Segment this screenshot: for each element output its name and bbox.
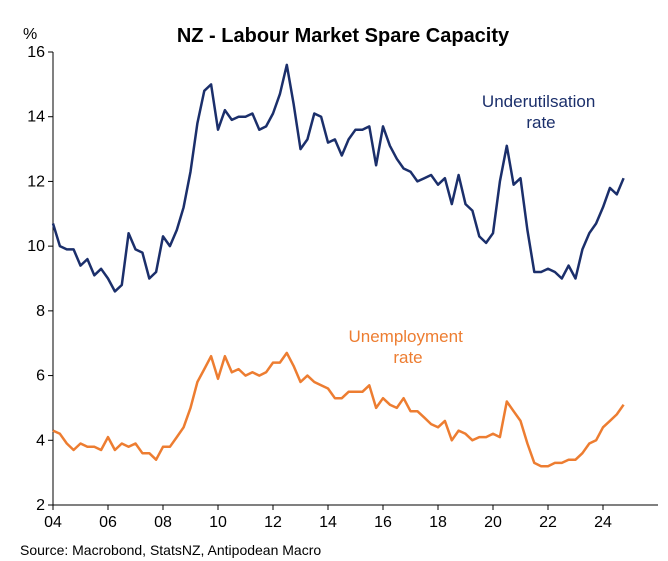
x-tick-label: 18 [429, 514, 447, 531]
underutilisation-label-line1: Underutilsation [482, 92, 595, 111]
y-tick-label: 14 [27, 109, 45, 126]
y-tick-label: 16 [27, 44, 45, 61]
underutilisation-label-line2: rate [526, 113, 555, 132]
x-tick-label: 22 [539, 514, 557, 531]
x-tick-label: 08 [154, 514, 172, 531]
y-tick-label: 10 [27, 238, 45, 255]
unemployment-label-line1: Unemployment [348, 327, 463, 346]
y-tick-label: 4 [36, 432, 45, 449]
x-axis: 04 06 08 10 12 14 16 18 20 22 24 [44, 505, 612, 531]
y-tick-label: 2 [36, 497, 45, 514]
y-axis: 2 4 6 8 10 12 14 16 [27, 44, 53, 514]
source-note: Source: Macrobond, StatsNZ, Antipodean M… [20, 542, 321, 558]
underutilisation-label: Underutilsation rate [482, 92, 600, 132]
chart-title: NZ - Labour Market Spare Capacity [177, 25, 510, 47]
x-tick-label: 12 [264, 514, 282, 531]
y-tick-label: 12 [27, 173, 45, 190]
x-tick-label: 06 [99, 514, 117, 531]
series-lines [51, 63, 625, 468]
y-tick-label: 6 [36, 368, 45, 385]
x-tick-label: 10 [209, 514, 227, 531]
x-tick-label: 24 [594, 514, 612, 531]
unemployment-rate-line [52, 351, 625, 468]
unemployment-label-line2: rate [393, 348, 422, 367]
y-axis-label: % [23, 26, 37, 43]
x-tick-label: 04 [44, 514, 62, 531]
x-tick-label: 14 [319, 514, 337, 531]
x-tick-label: 16 [374, 514, 392, 531]
x-tick-label: 20 [484, 514, 502, 531]
unemployment-label: Unemployment rate [348, 327, 467, 367]
underutilisation-rate-line [51, 63, 625, 293]
y-tick-label: 8 [36, 303, 45, 320]
